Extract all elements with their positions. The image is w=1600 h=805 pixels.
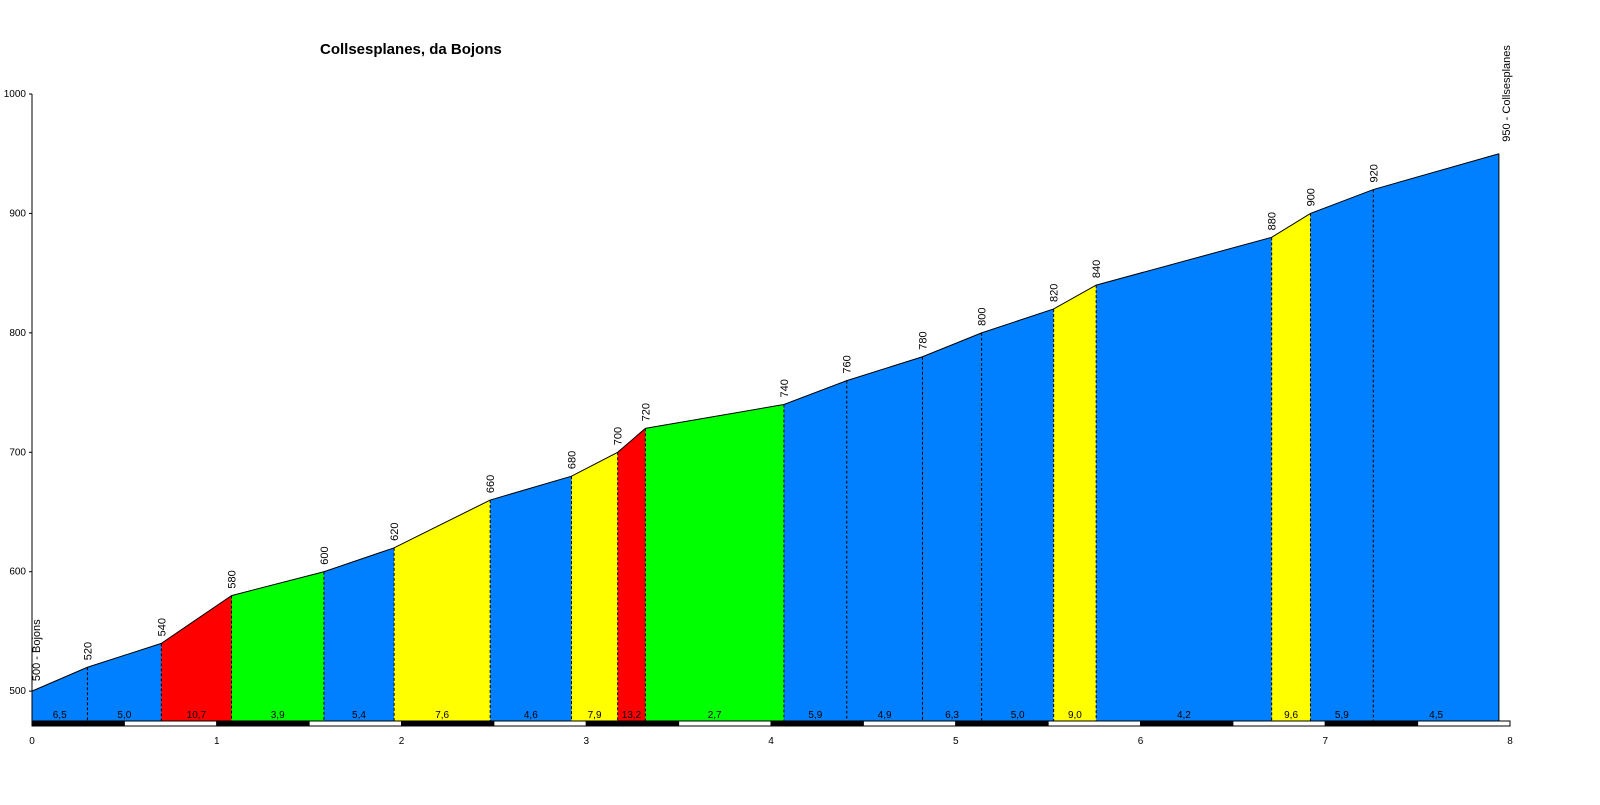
x-axis-bar-block [1232, 720, 1326, 727]
gradient-label: 3,9 [271, 710, 285, 721]
gradient-label: 2,7 [708, 710, 722, 721]
tick-labels: 1000 900 800 700 600 500 0 1 2 3 4 5 6 7 8 [4, 89, 1513, 747]
gradient-label: 6,5 [53, 710, 67, 721]
x-axis-bar-block [31, 720, 125, 727]
gradient-label: 7,9 [588, 710, 602, 721]
y-tick-label: 1000 [4, 89, 27, 100]
profile-segment-17 [1271, 213, 1311, 721]
end-point-label: 950 - Collsesplanes [1501, 45, 1513, 142]
profile-segment-3 [161, 595, 232, 721]
axes [29, 93, 1511, 727]
x-axis-bar-block [216, 720, 310, 727]
x-axis-bar-block [1324, 720, 1419, 727]
elevation-label: 520 [82, 642, 94, 660]
profile-segment-14 [981, 308, 1054, 721]
x-axis-bar-block [401, 720, 495, 727]
y-tick-label: 800 [9, 328, 26, 339]
x-axis-bar-block [493, 720, 587, 727]
profile-segment-13 [922, 332, 982, 721]
profile-segment-18 [1310, 189, 1374, 722]
chart-title: Collsesplanes, da Bojons [320, 41, 502, 58]
elevation-label: 660 [485, 475, 497, 493]
elevation-label: 700 [613, 427, 625, 445]
gradient-label: 5,4 [352, 710, 366, 721]
x-axis-bar-block [1140, 720, 1234, 727]
x-tick-label: 8 [1507, 736, 1513, 747]
x-axis-bar-block [1047, 720, 1141, 727]
elevation-label: 840 [1091, 260, 1103, 278]
gradient-label: 4,2 [1177, 710, 1191, 721]
x-tick-label: 2 [399, 736, 405, 747]
elevation-label: 920 [1368, 164, 1380, 182]
x-tick-label: 6 [1138, 736, 1144, 747]
profile-segment-10 [645, 404, 784, 721]
profile-segment-4 [231, 571, 324, 721]
elevation-label: 800 [977, 307, 989, 325]
profile-segment-19 [1373, 153, 1499, 721]
x-axis-bar-block [585, 720, 680, 727]
elevation-label: 620 [389, 522, 401, 540]
gradient-label: 5,9 [1335, 710, 1349, 721]
x-axis-bar-block [1417, 720, 1511, 727]
gradient-label: 9,6 [1284, 710, 1298, 721]
gradient-label: 5,9 [808, 710, 822, 721]
gradient-label: 4,6 [524, 710, 538, 721]
profile-line [31, 153, 1500, 692]
start-point-label: 500 - Bojons [31, 619, 43, 681]
gradient-label: 5,0 [117, 710, 131, 721]
profile-segment-5 [323, 547, 395, 721]
profile-segment-16 [1096, 237, 1272, 722]
x-axis-bar-block [955, 720, 1049, 727]
y-tick-label: 500 [9, 686, 26, 697]
y-tick-label: 900 [9, 208, 26, 219]
x-axis-bar-block [862, 720, 957, 727]
elevation-label: 580 [227, 570, 239, 588]
profile-segment-1 [32, 667, 88, 721]
profile-segment-6 [394, 500, 491, 721]
x-axis-bar-block [678, 720, 772, 727]
gradient-label: 6,3 [945, 710, 959, 721]
x-tick-label: 0 [29, 736, 35, 747]
gradient-label: 4,5 [1429, 710, 1443, 721]
x-tick-label: 7 [1322, 736, 1328, 747]
gradient-label: 9,0 [1068, 710, 1082, 721]
profile-segment-9 [617, 428, 646, 721]
elevation-label: 780 [917, 331, 929, 349]
x-axis-bar-block [123, 720, 218, 727]
elevation-labels: 520 540 580 600 620 660 680 700 720 740 760 780 800 8… [82, 164, 1380, 660]
gradient-label: 10,7 [187, 710, 207, 721]
x-tick-label: 1 [214, 736, 220, 747]
x-axis-bar-block [770, 720, 864, 727]
elevation-label: 760 [842, 355, 854, 373]
gradient-label: 13,2 [622, 710, 642, 721]
elevation-label: 820 [1049, 284, 1061, 302]
elevation-label: 680 [566, 451, 578, 469]
gradient-labels: 6,5 5,0 10,7 3,9 5,4 7,6 4,6 7,9 13,2 2,7 5,9 4,9 6,… [53, 710, 1444, 721]
profile-segment-2 [87, 643, 162, 721]
elevation-label: 900 [1305, 188, 1317, 206]
profile-segment-8 [571, 452, 618, 721]
profile-segment-12 [846, 356, 923, 721]
x-tick-label: 3 [583, 736, 589, 747]
profile-segments [32, 153, 1499, 722]
profile-segment-15 [1053, 285, 1097, 721]
y-tick-label: 600 [9, 567, 26, 578]
x-tick-label: 5 [953, 736, 959, 747]
elevation-label: 720 [640, 403, 652, 421]
elevation-label: 880 [1267, 212, 1279, 230]
elevation-label: 600 [319, 546, 331, 564]
elevation-label: 740 [779, 379, 791, 397]
y-tick-label: 700 [9, 447, 26, 458]
x-axis-bar-block [308, 720, 402, 727]
gradient-label: 5,0 [1011, 710, 1025, 721]
elevation-label: 540 [156, 618, 168, 636]
gradient-label: 7,6 [435, 710, 449, 721]
profile-outline [31, 153, 1500, 721]
x-tick-label: 4 [768, 736, 774, 747]
profile-segment-7 [490, 476, 572, 721]
profile-segment-11 [783, 380, 847, 721]
gradient-label: 4,9 [878, 710, 892, 721]
segment-dividers [86, 189, 1374, 721]
